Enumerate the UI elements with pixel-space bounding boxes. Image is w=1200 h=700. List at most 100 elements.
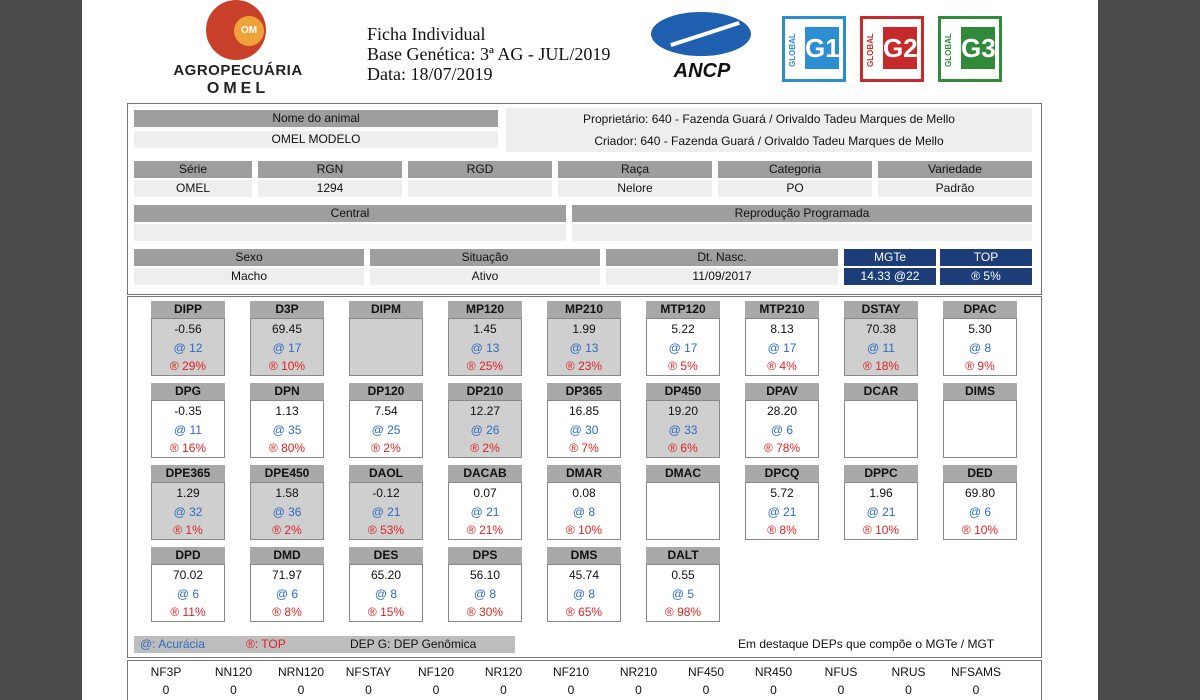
dep-accuracy: @ 17 [272, 341, 302, 355]
nome-value: OMEL MODELO [134, 131, 498, 148]
dep-card-d3p: D3P 69.45 @ 17 ® 10% [250, 301, 324, 378]
ancp-emblem-icon [651, 12, 751, 56]
dep-top: ® 10% [268, 359, 306, 373]
dep-name: DPAV [745, 383, 819, 400]
dep-accuracy: @ 21 [767, 505, 797, 519]
agropecuaria-omel-logo: OM AGROPECUÁRIA OMEL [168, 0, 308, 100]
dep-card-mtp120: MTP120 5.22 @ 17 ® 5% [646, 301, 720, 378]
dep-card-dipp: DIPP -0.56 @ 12 ® 29% [151, 301, 225, 378]
dep-top: ® 7% [569, 441, 599, 455]
dep-body [844, 400, 918, 458]
dep-card-dpac: DPAC 5.30 @ 8 ® 9% [943, 301, 1017, 378]
ancp-text: ANCP [673, 60, 731, 82]
dep-value: 1.99 [572, 322, 596, 336]
dep-card-dp120: DP120 7.54 @ 25 ® 2% [349, 383, 423, 460]
dep-accuracy: @ 33 [668, 423, 698, 437]
dep-name: DED [943, 465, 1017, 482]
categoria-label: Categoria [718, 161, 872, 178]
proprietario: Proprietário: 640 - Fazenda Guará / Oriv… [583, 112, 955, 126]
variedade-value: Padrão [878, 180, 1032, 197]
dep-card-dalt: DALT 0.55 @ 5 ® 98% [646, 547, 720, 624]
dep-value: 71.97 [271, 568, 303, 582]
dep-body: 45.74 @ 8 ® 65% [547, 564, 621, 622]
dep-name: DMD [250, 547, 324, 564]
dep-top: ® 8% [767, 523, 797, 537]
dep-body: 19.20 @ 33 ® 6% [646, 400, 720, 458]
dep-value [647, 483, 719, 503]
top-value: ® 5% [940, 268, 1032, 285]
dep-card-dacab: DACAB 0.07 @ 21 ® 21% [448, 465, 522, 542]
badge-number: G1 [805, 27, 840, 69]
dep-body: 71.97 @ 6 ® 8% [250, 564, 324, 622]
badge-number: G3 [961, 27, 996, 69]
dep-accuracy: @ 21 [470, 505, 500, 519]
dep-name: DPAC [943, 301, 1017, 318]
dep-top: ® 11% [170, 605, 206, 619]
dep-name: DP365 [547, 383, 621, 400]
dep-card-ded: DED 69.80 @ 6 ® 10% [943, 465, 1017, 542]
dep-body: 70.02 @ 6 ® 11% [151, 564, 225, 622]
counter-label: NFSAMS [950, 665, 1001, 679]
counter-nr120: NR120 0 [470, 663, 538, 699]
dep-body: 0.55 @ 5 ® 98% [646, 564, 720, 622]
dep-top: ® 15% [367, 605, 405, 619]
dep-top: ® 4% [767, 359, 797, 373]
dep-body: 16.85 @ 30 ® 7% [547, 400, 621, 458]
dep-top: ® 16% [169, 441, 207, 455]
report-sheet: OM AGROPECUÁRIA OMEL Ficha Individual Ba… [82, 0, 1098, 700]
counter-label: NR450 [754, 665, 793, 679]
dep-top: ® 2% [470, 441, 500, 455]
owner-block: Proprietário: 640 - Fazenda Guará / Oriv… [506, 108, 1032, 152]
top-label: TOP [940, 249, 1032, 266]
dep-top: ® 30% [466, 605, 504, 619]
counter-nfstay: NFSTAY 0 [335, 663, 403, 699]
dep-accuracy: @ 17 [668, 341, 698, 355]
counter-nfus: NFUS 0 [807, 663, 875, 699]
counter-label: NN120 [214, 665, 253, 679]
dep-value: -0.56 [174, 322, 202, 336]
dep-top: ® 10% [862, 523, 900, 537]
dep-accuracy: @ 12 [173, 341, 203, 355]
dep-grid: @: Acurácia ®: TOP DEP G: DEP Genômica E… [127, 296, 1042, 658]
dep-name: DPPC [844, 465, 918, 482]
rgn-value: 1294 [258, 180, 402, 197]
sexo-value: Macho [134, 268, 364, 285]
dep-accuracy: @ 8 [572, 505, 596, 519]
dep-value [350, 319, 422, 339]
dep-value: 7.54 [374, 404, 398, 418]
dep-body [943, 400, 1017, 458]
dep-body: 1.29 @ 32 ® 1% [151, 482, 225, 540]
dep-accuracy: @ 6 [770, 423, 794, 437]
dep-body: 56.10 @ 8 ® 30% [448, 564, 522, 622]
counter-label: NF450 [687, 665, 725, 679]
situacao-label: Situação [370, 249, 600, 266]
dep-name: DMS [547, 547, 621, 564]
counter-value: 0 [230, 683, 237, 697]
dep-top: ® 2% [272, 523, 302, 537]
dep-top: ® 1% [173, 523, 203, 537]
dep-name: DPE450 [250, 465, 324, 482]
dep-top: ® 98% [664, 605, 702, 619]
dep-card-dmac: DMAC [646, 465, 720, 542]
dep-card-dims: DIMS [943, 383, 1017, 460]
dep-body: -0.56 @ 12 ® 29% [151, 318, 225, 376]
dep-accuracy: @ 5 [671, 587, 695, 601]
badge-side-text: GLOBAL [866, 33, 875, 67]
dep-value: 1.29 [176, 486, 200, 500]
dep-card-dpe450: DPE450 1.58 @ 36 ® 2% [250, 465, 324, 542]
dep-value: 16.85 [568, 404, 600, 418]
dep-card-dms: DMS 45.74 @ 8 ® 65% [547, 547, 621, 624]
dep-card-dpn: DPN 1.13 @ 35 ® 80% [250, 383, 324, 460]
dep-body: -0.12 @ 21 ® 53% [349, 482, 423, 540]
dep-name: MP120 [448, 301, 522, 318]
dep-top: ® 10% [961, 523, 999, 537]
dep-value: 1.58 [275, 486, 299, 500]
counter-label: NRUS [891, 665, 926, 679]
dep-value: 56.10 [469, 568, 501, 582]
dep-accuracy [845, 421, 917, 440]
dep-accuracy: @ 11 [867, 341, 895, 355]
dep-top: ® 53% [367, 523, 405, 537]
dep-accuracy: @ 6 [176, 587, 200, 601]
dep-accuracy: @ 13 [569, 341, 599, 355]
dep-value: 0.55 [671, 568, 695, 582]
